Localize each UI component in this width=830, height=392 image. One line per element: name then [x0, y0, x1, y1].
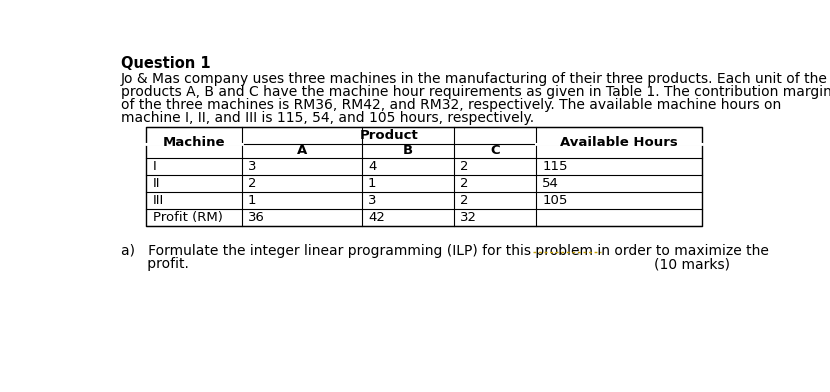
Text: (10 marks): (10 marks) — [654, 257, 730, 271]
Text: 36: 36 — [248, 211, 265, 224]
Text: Question 1: Question 1 — [121, 56, 211, 71]
Text: III: III — [153, 194, 164, 207]
Text: 3: 3 — [368, 194, 377, 207]
Text: 3: 3 — [248, 160, 256, 173]
Text: of the three machines is RM36, RM42, and RM32, respectively. The available machi: of the three machines is RM36, RM42, and… — [121, 98, 781, 112]
Text: 115: 115 — [542, 160, 568, 173]
Text: A: A — [296, 145, 307, 158]
Text: Profit (RM): Profit (RM) — [153, 211, 222, 224]
Text: 105: 105 — [542, 194, 568, 207]
Text: II: II — [153, 177, 160, 190]
Text: I: I — [153, 160, 156, 173]
Text: 54: 54 — [542, 177, 559, 190]
Text: machine I, II, and III is 115, 54, and 105 hours, respectively.: machine I, II, and III is 115, 54, and 1… — [121, 111, 534, 125]
Text: Available Hours: Available Hours — [560, 136, 678, 149]
Text: profit.: profit. — [121, 257, 188, 271]
Text: Product: Product — [359, 129, 418, 142]
Text: 32: 32 — [461, 211, 477, 224]
Text: 4: 4 — [368, 160, 376, 173]
Text: 2: 2 — [461, 177, 469, 190]
Text: Machine: Machine — [163, 136, 225, 149]
Bar — [146, 127, 702, 226]
Text: 2: 2 — [461, 160, 469, 173]
Text: 2: 2 — [248, 177, 256, 190]
Text: Jo & Mas company uses three machines in the manufacturing of their three product: Jo & Mas company uses three machines in … — [121, 72, 828, 86]
Text: 1: 1 — [248, 194, 256, 207]
Text: C: C — [491, 145, 500, 158]
Text: 1: 1 — [368, 177, 377, 190]
Text: 42: 42 — [368, 211, 385, 224]
Text: B: B — [403, 145, 413, 158]
Text: 2: 2 — [461, 194, 469, 207]
Text: a)   Formulate the integer linear programming (ILP) for this problem in order to: a) Formulate the integer linear programm… — [121, 244, 769, 258]
Text: products A, B and C have the machine hour requirements as given in Table 1. The : products A, B and C have the machine hou… — [121, 85, 830, 99]
